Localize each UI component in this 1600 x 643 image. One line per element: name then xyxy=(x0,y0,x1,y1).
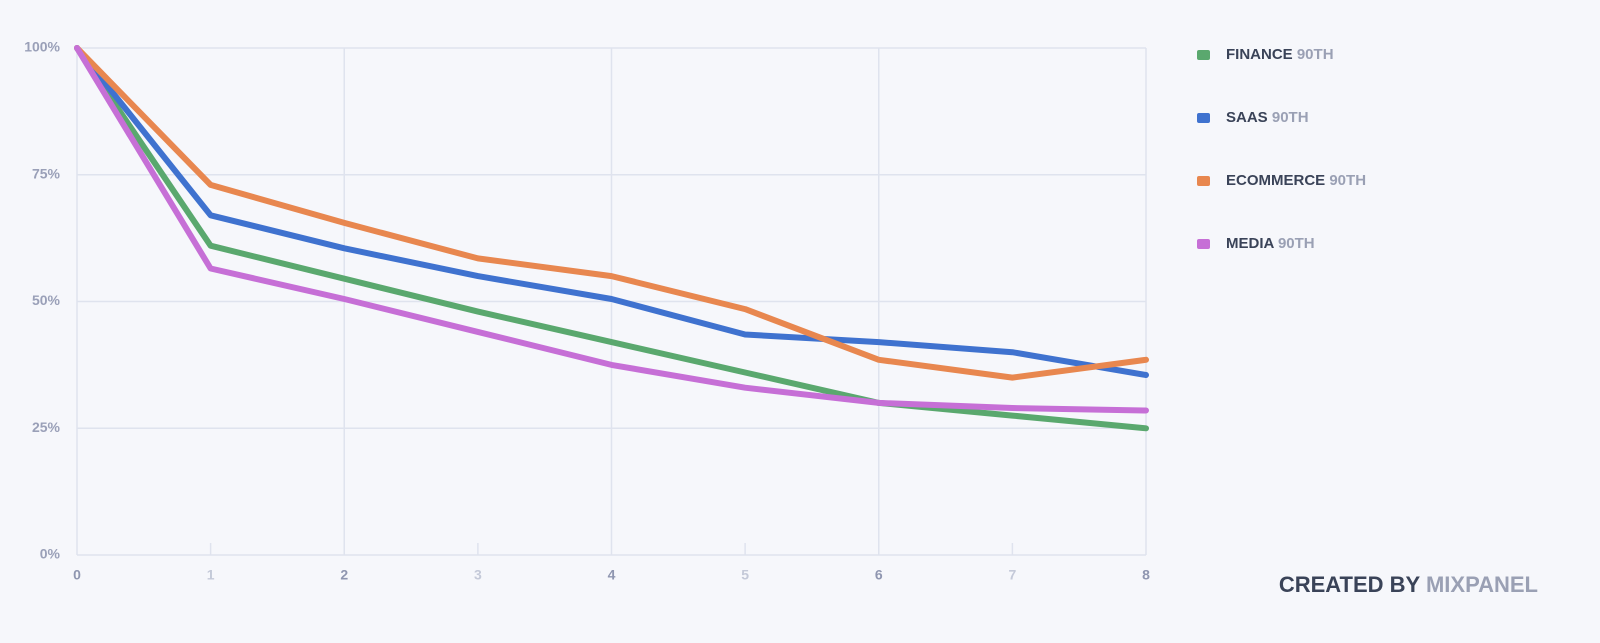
credit: CREATED BY MIXPANEL xyxy=(1279,572,1538,597)
x-tick-label: 4 xyxy=(608,567,616,583)
legend-percentile: 90TH xyxy=(1329,172,1366,189)
x-tick-label: 8 xyxy=(1142,567,1150,583)
x-tick-label: 6 xyxy=(875,567,883,583)
y-tick-label: 75% xyxy=(32,165,61,181)
legend-label: ECOMMERCE 90TH xyxy=(1226,172,1366,189)
legend-percentile: 90TH xyxy=(1278,235,1315,252)
series-line xyxy=(74,45,1149,381)
legend-name: FINANCE xyxy=(1226,46,1293,63)
legend-label: FINANCE 90TH xyxy=(1226,46,1334,63)
legend-name: MEDIA xyxy=(1226,235,1275,252)
legend-name: ECOMMERCE xyxy=(1226,172,1325,189)
series-line xyxy=(74,45,1149,378)
legend-percentile: 90TH xyxy=(1272,109,1309,126)
legend-percentile: 90TH xyxy=(1297,46,1334,63)
legend-label: SAAS 90TH xyxy=(1226,109,1309,126)
credit-prefix: CREATED BY xyxy=(1279,572,1421,597)
credit-brand: MIXPANEL xyxy=(1426,572,1538,597)
x-tick-label: 0 xyxy=(73,567,81,583)
y-tick-label: 100% xyxy=(24,39,60,55)
legend-name: SAAS xyxy=(1226,109,1268,126)
series-line xyxy=(74,45,1149,432)
x-tick-label: 3 xyxy=(474,567,482,583)
y-tick-label: 25% xyxy=(32,419,61,435)
x-tick-label: 5 xyxy=(741,567,749,583)
x-tick-label: 2 xyxy=(340,567,348,583)
y-tick-label: 50% xyxy=(32,292,61,308)
x-tick-label: 7 xyxy=(1008,567,1016,583)
legend-swatch xyxy=(1197,176,1210,186)
series-line xyxy=(74,45,1149,414)
legend-label: MEDIA 90TH xyxy=(1226,235,1315,252)
y-tick-label: 0% xyxy=(40,546,61,562)
legend-swatch xyxy=(1197,239,1210,249)
x-tick-label: 1 xyxy=(207,567,215,583)
legend-swatch xyxy=(1197,50,1210,60)
legend-swatch xyxy=(1197,113,1210,123)
